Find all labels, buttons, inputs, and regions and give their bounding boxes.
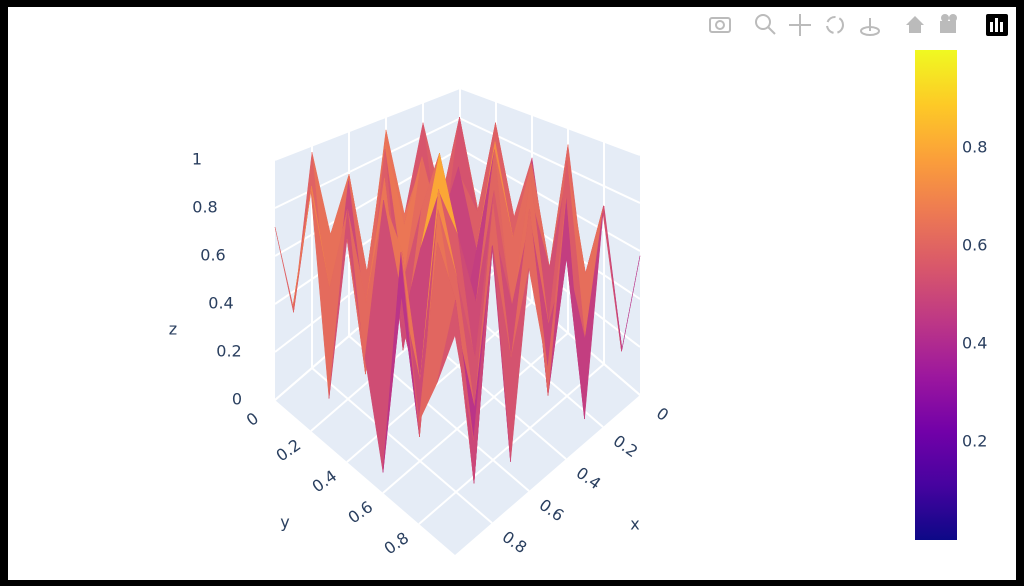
colorbar	[915, 50, 957, 540]
pan-icon[interactable]	[789, 14, 811, 36]
z-tick-label: 0	[232, 390, 242, 409]
wall-y0	[275, 88, 460, 400]
surface-patch	[436, 299, 474, 441]
z-tick-label: 0.6	[200, 246, 225, 265]
y-tick-label: 0.2	[273, 435, 305, 465]
plotly-logo[interactable]	[986, 14, 1008, 36]
y-tick-label: 0.8	[381, 528, 413, 558]
y-axis-title: y	[280, 513, 289, 532]
camera-icon[interactable]	[709, 17, 731, 33]
home-icon[interactable]	[906, 16, 924, 33]
zoom-icon[interactable]	[755, 14, 776, 35]
colorbar-tick-label: 0.8	[962, 138, 987, 157]
reset-camera-icon[interactable]	[940, 14, 957, 33]
x-tick-label: 0.6	[536, 495, 568, 525]
colorbar-tick-label: 0.6	[962, 236, 987, 255]
x-tick-label: 0.8	[499, 527, 531, 557]
y-tick-label: 0	[243, 408, 262, 429]
modebar	[709, 14, 1008, 36]
z-axis-title: z	[169, 320, 177, 339]
grid-line	[274, 117, 461, 209]
x-tick-label: 0	[653, 403, 672, 424]
colorbar-tick-label: 0.2	[962, 432, 987, 451]
z-tick-label: 0.8	[192, 198, 217, 217]
z-tick-label: 0.2	[216, 342, 241, 361]
colorbar-tick-label: 0.4	[962, 334, 987, 353]
x-tick-label: 0.4	[573, 463, 605, 493]
y-tick-label: 0.6	[345, 497, 377, 527]
z-tick-label: 1	[192, 150, 202, 169]
wall-x0	[460, 88, 640, 395]
x-axis-title: x	[630, 515, 639, 534]
turntable-icon[interactable]	[860, 18, 880, 36]
x-tick-label: 0.2	[610, 431, 642, 461]
z-tick-label: 0.4	[208, 294, 233, 313]
orbit-icon[interactable]	[826, 16, 844, 34]
grid-line	[459, 117, 641, 204]
grid-line	[459, 87, 641, 156]
grid-line	[311, 367, 493, 524]
y-tick-label: 0.4	[309, 466, 341, 496]
grid-line	[274, 87, 461, 161]
